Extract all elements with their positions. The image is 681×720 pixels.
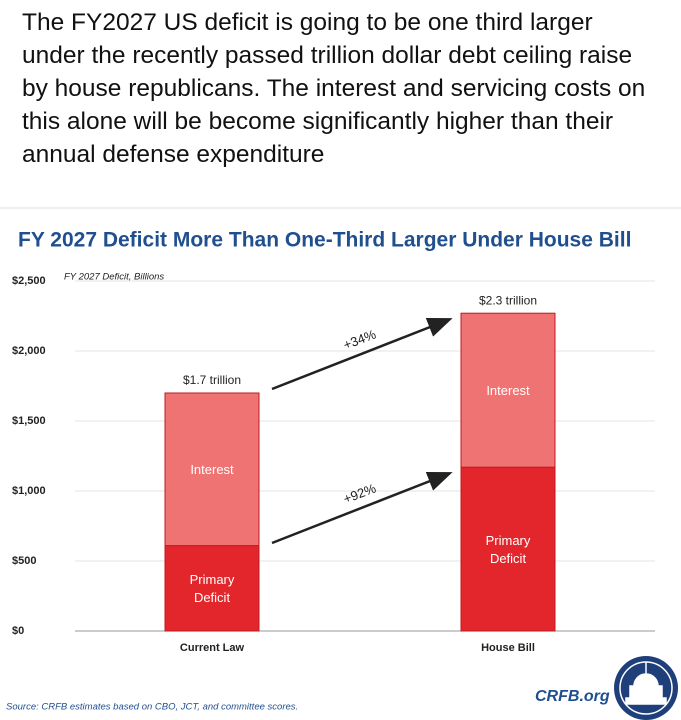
- bar-segment: [164, 392, 260, 547]
- segment-label-text: Interest: [190, 462, 234, 478]
- y-tick-label: $0: [12, 625, 24, 637]
- bar-segment: [460, 312, 556, 468]
- y-tick-label: $500: [12, 555, 36, 567]
- x-tick-label: House Bill: [481, 642, 535, 654]
- segment-label: Interest: [190, 462, 234, 478]
- source: Source: CRFB estimates based on CBO, JCT…: [6, 702, 298, 713]
- y-tick-label: $2,000: [12, 345, 46, 357]
- brand: CRFB.org: [535, 688, 610, 705]
- y-tick-label: $1,000: [12, 485, 46, 497]
- segment-label: Primary Deficit: [189, 572, 235, 606]
- total-label: $1.7 trillion: [183, 373, 241, 387]
- growth-arrow: [271, 471, 453, 545]
- bar-segment: [164, 545, 260, 632]
- segment-label-text: Primary Deficit: [485, 533, 531, 567]
- post-text: The FY2027 US deficit is going to be one…: [22, 9, 646, 168]
- segment-label-text: Primary Deficit: [189, 572, 235, 606]
- total-label: $2.3 trillion: [479, 293, 537, 307]
- chart-subtitle: FY 2027 Deficit, Billions: [64, 272, 164, 283]
- y-tick-label: $2,500: [12, 275, 46, 287]
- segment-label: Primary Deficit: [485, 533, 531, 567]
- x-tick-label: Current Law: [180, 642, 245, 654]
- segment-label-text: Interest: [486, 383, 530, 399]
- growth-arrow: [271, 317, 453, 391]
- logo: [614, 656, 678, 720]
- segment-label: Interest: [486, 383, 530, 399]
- chart-title: FY 2027 Deficit More Than One-Third Larg…: [18, 229, 631, 252]
- y-tick-label: $1,500: [12, 415, 46, 427]
